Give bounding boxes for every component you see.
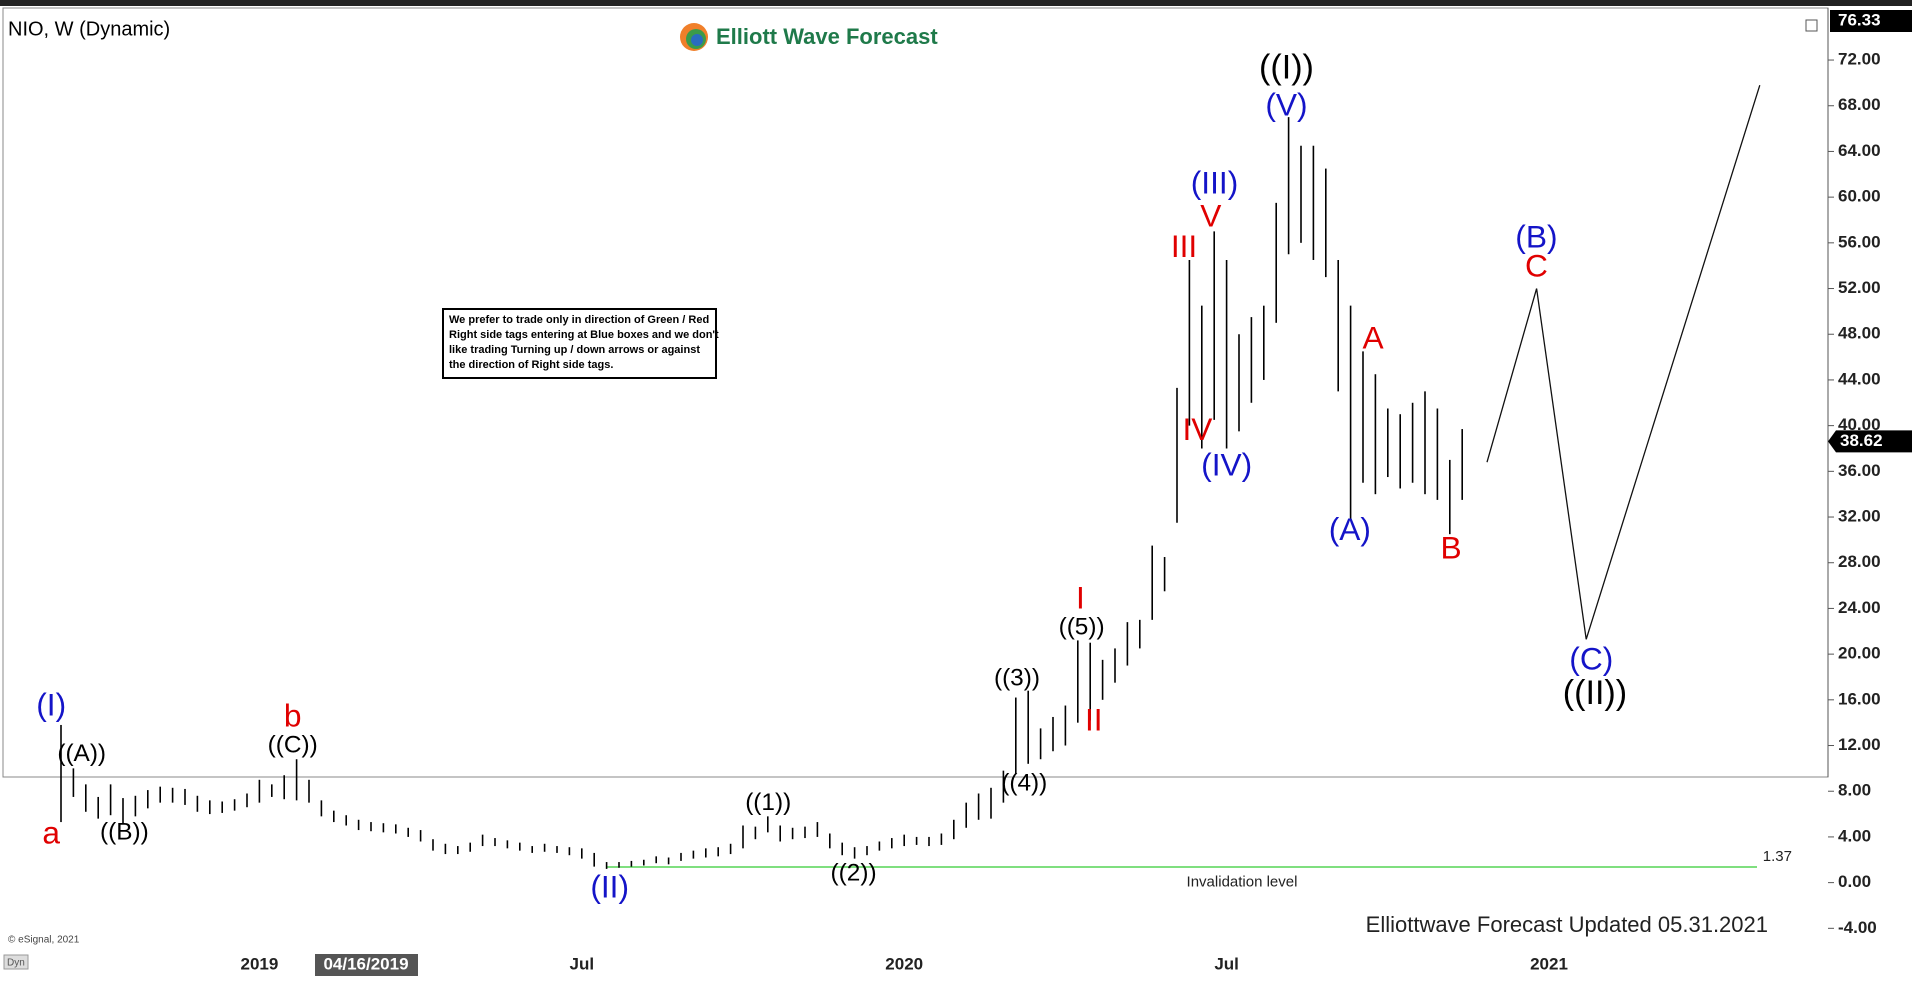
plot-frame [2, 7, 1829, 778]
wave-label: II [1085, 701, 1103, 737]
wave-label: ((C)) [268, 732, 318, 759]
note-line: the direction of Right side tags. [449, 359, 613, 371]
corner-box [3, 954, 29, 970]
x-tick-label: Jul [570, 954, 595, 973]
wave-label: I [1076, 579, 1085, 615]
last-price-box [1828, 430, 1912, 453]
wave-label: V [1200, 198, 1221, 234]
x-tick-label: 2019 [240, 954, 278, 973]
wave-label: A [1362, 320, 1384, 356]
footer: Elliottwave Forecast Updated 05.31.2021 [1366, 912, 1768, 937]
note-frame [442, 308, 717, 379]
logo-icon [691, 34, 703, 46]
wave-label: B [1441, 529, 1462, 565]
wave-label: ((2)) [831, 860, 877, 887]
invalidation-value: 1.37 [1763, 848, 1792, 865]
cursor-date: 04/16/2019 [323, 954, 408, 973]
y-tick-label: 16.00 [1838, 689, 1881, 708]
wave-label: (B) [1515, 218, 1557, 254]
y-tick-label: 36.00 [1838, 461, 1881, 480]
x-tick-label: Jul [1214, 954, 1239, 973]
top-price-box [1830, 10, 1912, 32]
wave-label: IV [1182, 411, 1212, 447]
y-tick-label: 72.00 [1838, 50, 1881, 69]
wave-label: (II) [590, 868, 629, 904]
top-price: 76.33 [1838, 10, 1881, 29]
y-tick-label: 32.00 [1838, 507, 1881, 526]
wave-label: ((5)) [1059, 613, 1105, 640]
wave-label: (V) [1265, 87, 1307, 123]
y-tick-label: 56.00 [1838, 232, 1881, 251]
y-tick-label: -4.00 [1838, 918, 1877, 937]
y-tick-label: 68.00 [1838, 95, 1881, 114]
y-tick-label: 28.00 [1838, 552, 1881, 571]
wave-label: a [42, 815, 60, 851]
note-box: We prefer to trade only in direction of … [442, 308, 719, 379]
x-tick-label: 2020 [885, 954, 923, 973]
note-line: Right side tags entering at Blue boxes a… [449, 329, 719, 341]
wave-label: (I) [36, 687, 66, 723]
chart-title: NIO, W (Dynamic) [8, 18, 170, 40]
wave-label: ((1)) [745, 789, 791, 816]
wave-label: ((II)) [1563, 674, 1627, 712]
y-tick-label: 44.00 [1838, 369, 1881, 388]
x-tick-label: 2021 [1530, 954, 1568, 973]
wave-label: ((A)) [57, 740, 106, 767]
projection-line [1486, 84, 1761, 640]
y-tick-label: 40.00 [1838, 415, 1881, 434]
wave-label: (A) [1329, 511, 1371, 547]
y-tick-label: 52.00 [1838, 278, 1881, 297]
y-tick-label: 60.00 [1838, 187, 1881, 206]
wave-label: ((4)) [1001, 770, 1047, 797]
y-tick-label: 0.00 [1838, 872, 1871, 891]
wave-label: (III) [1191, 165, 1239, 201]
wave-label: ((3)) [994, 665, 1040, 692]
y-tick-label: 64.00 [1838, 141, 1881, 160]
wave-label: III [1171, 228, 1197, 264]
invalidation-label: Invalidation level [1187, 874, 1298, 891]
logo: Elliott Wave Forecast [680, 23, 938, 51]
cursor-date-box [315, 954, 418, 976]
y-tick-label: 20.00 [1838, 644, 1881, 663]
copyright: © eSignal, 2021 [8, 935, 80, 946]
note-line: like trading Turning up / down arrows or… [449, 344, 700, 356]
wave-label: C [1525, 248, 1548, 284]
wave-label: (C) [1569, 640, 1613, 676]
wave-label: (IV) [1201, 446, 1252, 482]
wave-label: ((B)) [100, 818, 149, 845]
y-tick-label: 48.00 [1838, 324, 1881, 343]
top-band [0, 0, 1912, 6]
y-tick-label: 12.00 [1838, 735, 1881, 754]
window-icon [1805, 19, 1818, 32]
y-tick-label: 24.00 [1838, 598, 1881, 617]
y-tick-label: 4.00 [1838, 826, 1871, 845]
note-line: We prefer to trade only in direction of … [449, 314, 709, 326]
wave-label: b [284, 698, 302, 734]
last-price: 38.62 [1840, 431, 1883, 450]
logo-text: Elliott Wave Forecast [716, 24, 938, 49]
wave-label: ((I)) [1259, 49, 1314, 87]
y-tick-label: 8.00 [1838, 781, 1871, 800]
corner-label: Dyn [7, 958, 25, 969]
